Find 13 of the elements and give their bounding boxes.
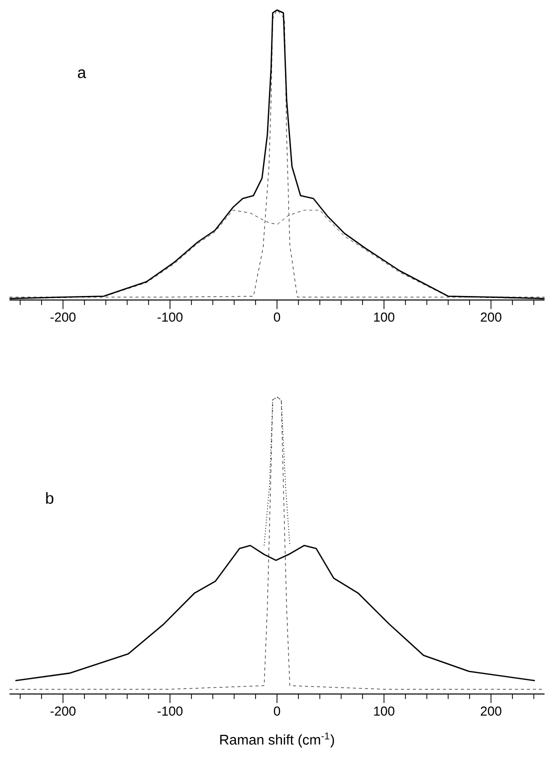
annotation: a bbox=[78, 69, 86, 78]
annotation: b bbox=[46, 492, 54, 504]
x-tick-label: -100 bbox=[158, 312, 182, 322]
x-tick-label: -100 bbox=[158, 706, 182, 716]
x-tick-label: -200 bbox=[50, 706, 76, 716]
x-tick-label: 100 bbox=[374, 312, 394, 322]
x-tick-label: -200 bbox=[50, 312, 76, 322]
x-tick-label: 0 bbox=[274, 312, 280, 322]
x-tick-label: 0 bbox=[274, 706, 280, 716]
x-tick-label: 200 bbox=[480, 706, 502, 716]
x-tick-label: 200 bbox=[480, 312, 502, 322]
x-axis-title: Raman shift (cm$^{-1}$) bbox=[220, 732, 334, 748]
x-tick-label: 100 bbox=[374, 706, 394, 716]
